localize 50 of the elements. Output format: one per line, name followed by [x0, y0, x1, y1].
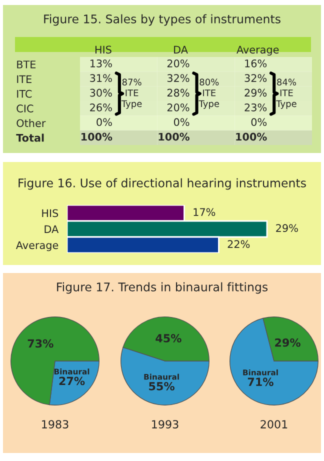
annotation: 87% ITE Type — [121, 78, 142, 109]
chart-title: Figure 16. Use of directional hearing instruments — [18, 178, 306, 190]
data-label: 16% — [245, 59, 267, 68]
data-label: 20% — [167, 103, 190, 112]
annotation: 80% ITE Type — [198, 78, 220, 109]
x-tick-label: HIS — [95, 46, 112, 54]
data-label: 29% — [275, 338, 300, 347]
data-label: 29% — [244, 88, 267, 97]
data-label: 20% — [167, 59, 190, 68]
data-label: 32% — [167, 74, 190, 82]
y-tick-label: DA — [44, 225, 59, 233]
text: 1983 — [42, 420, 68, 428]
text: 1993 — [152, 420, 178, 428]
y-tick-label: BTE — [17, 60, 36, 68]
data-label: 13% — [90, 59, 112, 68]
data-label: 100% — [81, 132, 112, 141]
data-label: 45% — [156, 334, 182, 342]
data-label: 28% — [167, 88, 190, 97]
data-label: 0% — [174, 118, 190, 126]
x-tick-label: DA — [174, 46, 188, 54]
x-tick-label: Average — [236, 46, 279, 56]
data-label: 31% — [90, 74, 112, 82]
annotation: 84% ITE Type — [276, 78, 296, 109]
data-label: 73% — [28, 339, 54, 348]
data-label: 30% — [90, 88, 112, 97]
data-label: 71% — [248, 378, 274, 386]
data-label: 29% — [276, 224, 298, 232]
y-tick-label: Other — [16, 119, 46, 128]
data-label: 26% — [90, 103, 112, 112]
data-label: 100% — [236, 132, 267, 141]
data-label: 0% — [251, 118, 267, 126]
y-tick-label: Total — [16, 134, 44, 142]
y-tick-label: CIC — [16, 104, 34, 112]
y-tick-label: ITC — [17, 90, 32, 98]
data-label: 0% — [96, 118, 112, 126]
y-tick-label: ITE — [17, 75, 32, 83]
data-label: 22% — [228, 240, 250, 248]
pie-slice — [10, 316, 100, 406]
pie-slice — [230, 318, 318, 406]
data-label: 55% — [149, 382, 174, 390]
y-tick-label: HIS — [42, 209, 58, 218]
text: 2001 — [260, 420, 288, 428]
data-label: 23% — [244, 103, 267, 112]
chart-title: Figure 15. Sales by types of instruments — [44, 14, 280, 26]
text: Figure 17. Trends in binaural fittings — [57, 282, 268, 294]
data-label: 27% — [59, 376, 85, 386]
y-tick-label: Average — [16, 241, 58, 252]
data-label: 17% — [194, 208, 216, 216]
data-label: 32% — [244, 74, 267, 82]
data-label: 100% — [158, 132, 190, 141]
